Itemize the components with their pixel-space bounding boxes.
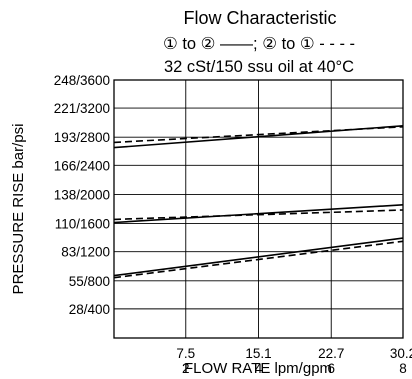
series-line-1-to-2-2 (113, 204, 404, 224)
x-tick-label-gpm-1: 4 (255, 361, 263, 376)
x-axis-label: FLOW RATE lpm/gpm (184, 360, 332, 377)
y-tick-label-3: 110/1600 (55, 217, 110, 232)
chart-subtitle-oil: 32 cSt/150 ssu oil at 40°C (164, 58, 354, 76)
plot-frame (113, 79, 404, 339)
y-tick-label-1: 55/800 (69, 274, 110, 289)
series-line-2-to-1-1 (113, 126, 404, 144)
y-tick-labels: 28/400 55/800 83/1200 110/1600 138/2000 166/2… (54, 73, 110, 317)
series-group (113, 125, 404, 279)
y-tick-label-7: 221/3200 (54, 101, 110, 116)
x-tick-label-lpm-2: 22.7 (318, 346, 344, 361)
x-tick-label-lpm-0: 7.5 (176, 346, 195, 361)
y-tick-label-8: 248/3600 (54, 73, 110, 88)
chart-title: Flow Characteristic (183, 8, 336, 28)
series-line-2-to-1-5 (113, 240, 404, 279)
grid (114, 79, 404, 338)
y-tick-label-6: 193/2800 (54, 130, 110, 145)
x-tick-labels: 7.52 15.14 22.76 30.28 (176, 346, 412, 376)
series-line-2-to-1-3 (113, 209, 404, 221)
x-tick-label-gpm-0: 2 (182, 361, 190, 376)
x-tick-label-gpm-3: 8 (399, 361, 407, 376)
x-tick-label-lpm-3: 30.2 (390, 346, 412, 361)
series-line-1-to-2-0 (113, 125, 404, 149)
y-tick-label-4: 138/2000 (54, 187, 110, 202)
chart-subtitle-legend: ① to ② ——; ② to ① - - - - (163, 35, 355, 53)
y-axis-label: PRESSURE RISE bar/psi (10, 124, 27, 295)
x-tick-label-gpm-2: 6 (327, 361, 335, 376)
x-tick-label-lpm-1: 15.1 (245, 346, 271, 361)
y-tick-label-2: 83/1200 (61, 245, 110, 260)
y-tick-label-5: 166/2400 (54, 158, 110, 173)
series-line-1-to-2-4 (113, 237, 404, 277)
y-tick-label-0: 28/400 (69, 302, 110, 317)
